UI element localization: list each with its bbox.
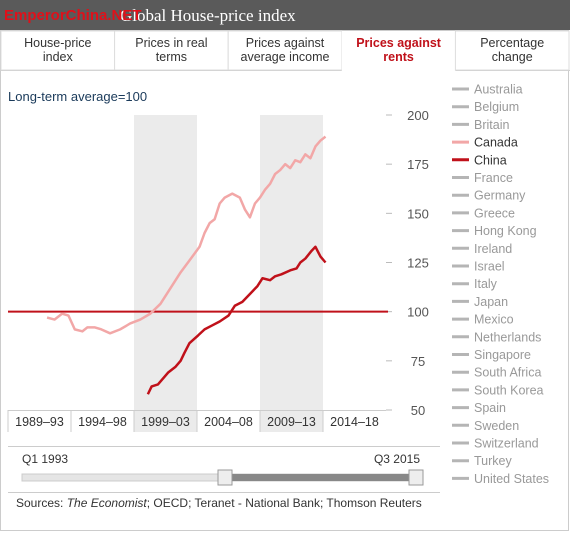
y-tick-label: 75 [411,354,425,369]
slider-start: Q1 1993 [22,452,68,466]
header-bar [0,0,570,30]
series-line [146,245,327,395]
sources-prefix: Sources: [16,496,67,510]
legend-label[interactable]: Turkey [474,454,512,468]
legend-label[interactable]: Japan [474,295,508,309]
tab-label[interactable]: Prices in real terms [135,36,207,64]
x-tick-label: 2004–08 [204,415,253,429]
header-title: Global House-price index [120,6,296,25]
series-line [46,135,327,335]
x-tick-label: 2014–18 [330,415,379,429]
y-tick-label: 125 [407,256,429,271]
slider-end: Q3 2015 [374,452,420,466]
sources: Sources: The Economist; OECD; Teranet - … [16,496,422,510]
slider-handle[interactable] [408,469,424,486]
legend-label[interactable]: Hong Kong [474,224,537,238]
legend-label[interactable]: Belgium [474,100,519,114]
x-tick-label: 1994–98 [78,415,127,429]
subtitle: Long-term average=100 [8,89,147,104]
legend-label[interactable]: South Korea [474,383,544,397]
legend-label[interactable]: South Africa [474,366,541,380]
sources-italic: The Economist [67,496,148,510]
legend-label[interactable]: France [474,171,513,185]
slider-range [225,474,418,481]
legend-label[interactable]: Germany [474,189,526,203]
slider-handle[interactable] [217,469,233,486]
tab[interactable] [341,31,456,71]
legend-label[interactable]: United States [474,472,549,486]
y-tick-label: 175 [407,157,429,172]
legend-label[interactable]: Ireland [474,242,512,256]
tab-label[interactable]: House-price index [24,36,91,64]
legend-label[interactable]: Greece [474,206,515,220]
tab-label[interactable]: Prices against average income [241,36,330,64]
legend-label[interactable]: Switzerland [474,437,539,451]
legend-label[interactable]: Britain [474,118,509,132]
legend-label[interactable]: Sweden [474,419,519,433]
y-tick-label: 200 [407,108,429,123]
legend-label[interactable]: Singapore [474,348,531,362]
tab[interactable] [454,30,570,71]
tab-label[interactable]: Prices against rents [356,36,442,64]
x-tick-label: 1989–93 [15,415,64,429]
legend-label[interactable]: Israel [474,260,505,274]
shaded-band [134,115,197,432]
tab-label[interactable]: Percentage change [480,36,544,64]
legend-label[interactable]: China [474,153,507,167]
shaded-band [260,115,323,432]
tab[interactable] [227,30,343,71]
legend-label[interactable]: Mexico [474,313,514,327]
legend-label[interactable]: Italy [474,277,498,291]
x-tick-label: 2009–13 [267,415,316,429]
x-tick-label: 1999–03 [141,415,190,429]
sources-rest: ; OECD; Teranet - National Bank; Thomson… [147,496,422,510]
legend-label[interactable]: Australia [474,83,523,97]
watermark: EmperorChina.NET [4,7,142,24]
y-tick-label: 100 [407,305,429,320]
legend-label[interactable]: Netherlands [474,330,541,344]
y-tick-label: 50 [411,403,425,418]
legend-label[interactable]: Spain [474,401,506,415]
y-tick-label: 150 [407,206,429,221]
tab[interactable] [0,30,116,71]
legend-label[interactable]: Canada [474,136,518,150]
